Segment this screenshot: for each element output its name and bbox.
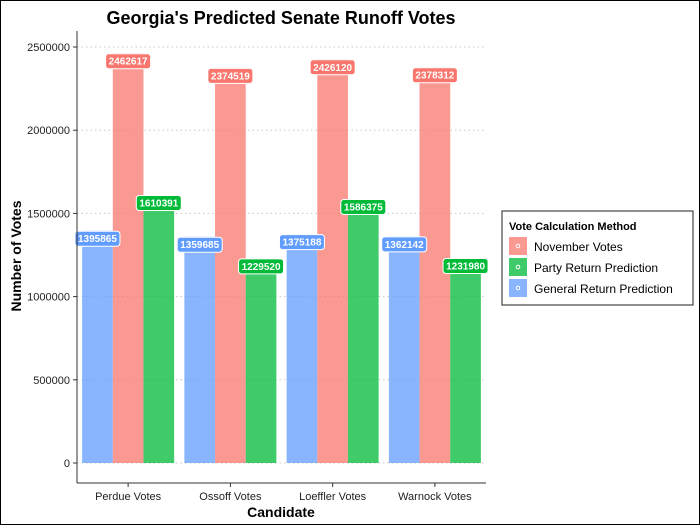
data-label: 1362142 [385,240,424,251]
x-tick-label: Warnock Votes [398,491,472,503]
bar-general-return [286,234,318,463]
legend-key [509,279,527,297]
legend-key-marker [515,243,521,249]
data-label-box [442,257,489,274]
data-label: 1375188 [282,238,321,249]
data-label-box [278,234,325,251]
x-tick-label: Ossoff Votes [199,491,262,503]
legend-label: November Votes [534,240,623,254]
legend-key-marker [515,285,521,291]
data-label-box [105,53,152,70]
data-label: 1586375 [344,203,383,214]
bar-party-return [143,195,175,463]
data-label-box [74,230,121,247]
x-axis-label: Candidate [247,504,315,520]
legend-box [501,210,694,306]
data-label-box [309,59,356,76]
data-label-box [381,236,428,253]
y-tick-label: 0 [64,458,70,470]
data-labels: 1395865 2462617 1610391 1359685 2374519 12295… [74,53,489,275]
data-label: 2378312 [415,71,454,82]
legend-key [509,258,527,276]
bar-party-return [245,258,277,463]
legend-key [509,237,527,255]
data-label: 1231980 [446,261,485,272]
data-label: 2462617 [109,57,148,68]
chart-title: Georgia's Predicted Senate Runoff Votes [106,8,455,28]
legend: Vote Calculation Method November Votes Par… [501,210,694,306]
bar-november [317,59,348,463]
data-label: 2426120 [313,63,352,74]
data-label: 1359685 [180,240,219,251]
y-tick-label: 1000000 [27,292,70,304]
axes: 0 500000 1000000 1500000 2000000 2500000 Perdu… [27,31,486,503]
legend-label: General Return Prediction [534,282,673,296]
data-label: 1229520 [242,262,281,273]
data-label: 2374519 [211,71,250,82]
bar-party-return [450,257,481,463]
data-label-box [340,199,387,216]
bars [82,53,481,464]
data-label: 1395865 [78,234,117,245]
bar-general-return [82,230,113,463]
data-label-box [135,195,182,212]
bar-party-return [347,199,379,463]
y-tick-label: 2500000 [27,42,70,54]
data-label-box [238,258,285,275]
y-tick-label: 2000000 [27,125,70,137]
x-tick-label: Perdue Votes [95,491,162,503]
legend-label: Party Return Prediction [534,261,658,275]
y-tick-label: 1500000 [27,208,70,220]
legend-title: Vote Calculation Method [509,221,637,233]
legend-key-marker [515,264,521,270]
y-tick-label: 500000 [33,375,70,387]
bar-general-return [184,236,216,463]
y-axis-label: Number of Votes [8,200,24,311]
data-label: 1610391 [139,199,178,210]
bar-general-return [388,236,420,463]
bar-november [112,53,144,464]
data-label-box [411,67,458,84]
x-tick-label: Loeffler Votes [299,491,367,503]
data-label-box [176,236,223,253]
data-label-box [207,67,254,84]
